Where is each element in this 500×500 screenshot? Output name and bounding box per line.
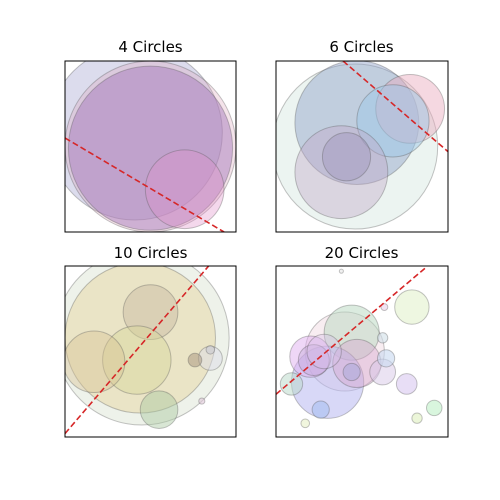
circle-mark-19 <box>300 418 311 429</box>
panel-4-plot-area <box>275 265 449 438</box>
panel-3-title: 10 Circles <box>114 244 188 262</box>
circle-mark-4 <box>144 149 225 230</box>
circle-mark-15 <box>342 362 361 382</box>
circle-mark-16 <box>311 400 330 419</box>
circle-mark-1 <box>65 61 223 221</box>
circle-mark-9 <box>205 345 216 355</box>
panel-2-marks <box>276 61 448 230</box>
circle-mark-10 <box>198 397 206 405</box>
panel-4: 20 Circles <box>275 244 449 438</box>
circle-mark-12 <box>394 289 430 325</box>
circle-mark-5 <box>65 330 126 394</box>
panel-2-title: 6 Circles <box>329 38 393 56</box>
circle-mark-6 <box>139 390 179 429</box>
panel-2: 6 Circles <box>275 38 449 233</box>
divider-line <box>65 266 210 435</box>
panel-4-marks <box>276 267 443 429</box>
panel-1-title: 4 Circles <box>118 38 182 56</box>
circle-mark-3 <box>67 65 234 231</box>
circle-mark-4 <box>356 84 430 158</box>
circle-mark-9 <box>380 303 389 311</box>
circle-mark-10 <box>376 332 389 344</box>
divider-line <box>276 267 427 395</box>
circle-mark-17 <box>426 399 443 417</box>
panel-3-plot-area <box>64 265 237 438</box>
circle-mark-4 <box>102 325 172 395</box>
circle-mark-13 <box>279 372 304 396</box>
panel-1-marks <box>65 61 236 232</box>
divider-line <box>65 137 225 232</box>
panel-2-plot-area <box>275 60 449 233</box>
circle-mark-14 <box>395 373 418 395</box>
circle-mark-8 <box>306 333 342 370</box>
axes-frame <box>275 265 449 438</box>
panel-3: 10 Circles <box>64 244 237 438</box>
axes-frame <box>275 60 449 233</box>
circle-mark-11 <box>376 349 396 368</box>
divider-line <box>342 61 448 153</box>
circle-mark-20 <box>338 268 344 274</box>
axes-frame <box>64 60 237 233</box>
panel-4-title: 20 Circles <box>325 244 399 262</box>
circle-mark-8 <box>187 352 203 368</box>
panel-3-marks <box>65 266 230 435</box>
circle-mark-5 <box>294 125 389 220</box>
circle-mark-6 <box>289 335 332 378</box>
circle-mark-2 <box>65 61 236 232</box>
axes-frame <box>64 265 237 438</box>
circle-mark-18 <box>411 412 423 424</box>
circle-mark-3 <box>122 284 179 341</box>
panel-1: 4 Circles <box>64 38 237 233</box>
panel-1-plot-area <box>64 60 237 233</box>
circle-mark-6 <box>321 132 372 182</box>
